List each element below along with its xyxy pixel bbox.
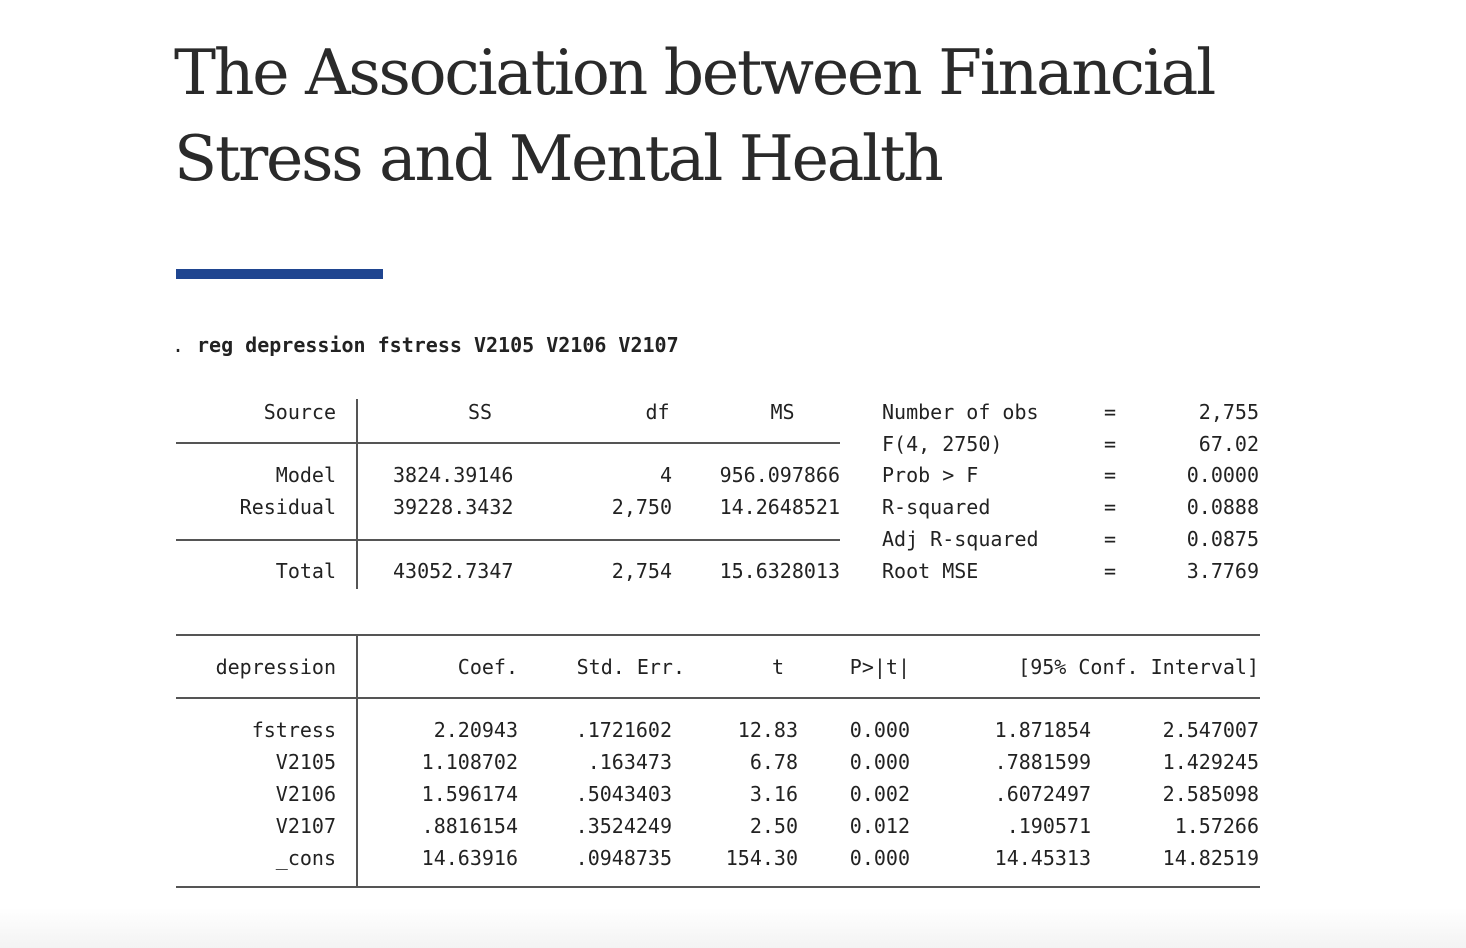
coef-value: .8816154 — [421, 814, 518, 838]
coef-p: 0.000 — [849, 846, 910, 870]
coef-var: fstress — [251, 718, 336, 742]
anova-header-rule — [176, 442, 840, 444]
anova-total-rule — [176, 539, 840, 541]
stat-label: Root MSE — [882, 559, 979, 583]
stat-value: 2,755 — [1198, 400, 1259, 424]
page-footer-shade — [0, 908, 1466, 948]
coef-var: V2107 — [275, 814, 336, 838]
anova-ss: 3824.39146 — [393, 463, 514, 487]
anova-source: Model — [275, 463, 336, 487]
stat-label: Prob > F — [882, 463, 979, 487]
coef-t: 6.78 — [749, 750, 798, 774]
coef-ci-high: 1.57266 — [1174, 814, 1259, 838]
coef-t: 154.30 — [725, 846, 798, 870]
coef-t: 3.16 — [749, 782, 798, 806]
coef-ci-low: .6072497 — [994, 782, 1091, 806]
stat-value: 0.0888 — [1186, 495, 1259, 519]
coef-bottom-rule — [176, 886, 1260, 888]
coef-p: 0.000 — [849, 718, 910, 742]
coef-t: 2.50 — [749, 814, 798, 838]
coef-se: .3524249 — [575, 814, 672, 838]
coef-p: 0.002 — [849, 782, 910, 806]
coef-p: 0.000 — [849, 750, 910, 774]
coef-var: V2105 — [275, 750, 336, 774]
stat-label: Number of obs — [882, 400, 1039, 424]
coef-se: .163473 — [587, 750, 672, 774]
coef-ci-low: .7881599 — [994, 750, 1091, 774]
anova-source: Residual — [239, 495, 336, 519]
stat-label: R-squared — [882, 495, 991, 519]
coef-value: 1.596174 — [421, 782, 518, 806]
header-ss: SS — [467, 400, 493, 424]
page-title: The Association between Financial Stress… — [174, 36, 1216, 195]
anova-ss: 39228.3432 — [393, 495, 514, 519]
coef-t: 12.83 — [737, 718, 798, 742]
coef-ci-low: .190571 — [1006, 814, 1091, 838]
coef-ci-high: 14.82519 — [1162, 846, 1259, 870]
header-source: Source — [263, 400, 336, 424]
anova-df: 4 — [659, 463, 672, 487]
coef-se: .1721602 — [575, 718, 672, 742]
coef-value: 2.20943 — [433, 718, 518, 742]
stat-value: 3.7769 — [1186, 559, 1259, 583]
title-accent-bar — [176, 269, 383, 279]
anova-ms: 15.6328013 — [719, 559, 840, 583]
coef-ci-high: 1.429245 — [1162, 750, 1259, 774]
stat-value: 0.0875 — [1186, 527, 1259, 551]
header-df: df — [645, 400, 670, 424]
header-p: P>|t| — [849, 655, 910, 679]
anova-ms: 14.2648521 — [719, 495, 840, 519]
regression-command: reg depression fstress V2105 V2106 V2107 — [197, 333, 679, 357]
stat-eq: = — [1103, 400, 1117, 424]
stat-label: F(4, 2750) — [882, 432, 1003, 456]
coef-divider — [356, 634, 358, 888]
stat-eq: = — [1103, 495, 1117, 519]
stat-value: 67.02 — [1198, 432, 1259, 456]
stat-value: 0.0000 — [1186, 463, 1259, 487]
anova-df: 2,754 — [611, 559, 672, 583]
coef-ci-high: 2.585098 — [1162, 782, 1259, 806]
coef-se: .5043403 — [575, 782, 672, 806]
anova-source: Total — [275, 559, 336, 583]
coef-top-rule — [176, 634, 1260, 636]
anova-df: 2,750 — [611, 495, 672, 519]
coef-se: .0948735 — [575, 846, 672, 870]
coef-ci-low: 14.45313 — [994, 846, 1091, 870]
stat-eq: = — [1103, 432, 1117, 456]
header-t: t — [771, 655, 784, 679]
stat-eq: = — [1103, 559, 1117, 583]
coef-var: _cons — [275, 846, 336, 870]
coef-header-rule — [176, 697, 1260, 699]
coef-value: 1.108702 — [421, 750, 518, 774]
header-se: Std. Err. — [576, 655, 685, 679]
coef-p: 0.012 — [849, 814, 910, 838]
coef-var: V2106 — [275, 782, 336, 806]
coef-ci-high: 2.547007 — [1162, 718, 1259, 742]
anova-ss: 43052.7347 — [393, 559, 514, 583]
anova-divider — [356, 399, 358, 589]
header-ci: [95% Conf. Interval] — [1018, 655, 1259, 679]
header-coef: Coef. — [457, 655, 518, 679]
header-ms: MS — [770, 400, 795, 424]
coef-value: 14.63916 — [421, 846, 518, 870]
anova-ms: 956.097866 — [719, 463, 840, 487]
stat-label: Adj R-squared — [882, 527, 1039, 551]
header-depvar: depression — [215, 655, 336, 679]
command-prompt: . — [172, 333, 185, 357]
coef-ci-low: 1.871854 — [994, 718, 1091, 742]
stat-eq: = — [1103, 463, 1117, 487]
stat-eq: = — [1103, 527, 1117, 551]
